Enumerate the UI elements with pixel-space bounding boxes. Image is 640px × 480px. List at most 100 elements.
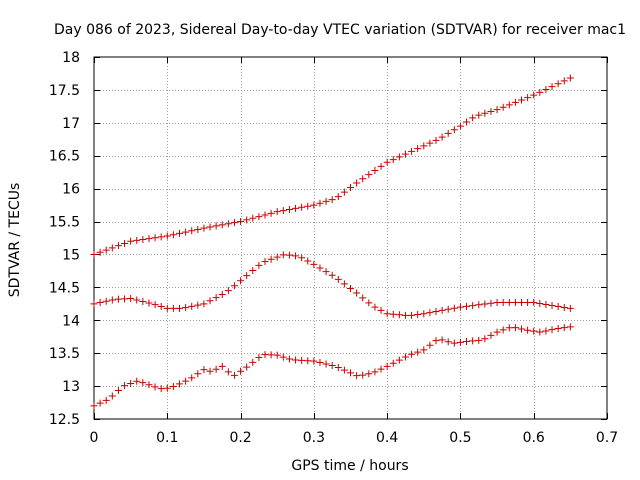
x-axis-label: GPS time / hours bbox=[291, 458, 408, 474]
y-tick-label: 16.5 bbox=[49, 149, 80, 165]
y-tick-label: 14 bbox=[62, 313, 80, 329]
data-point bbox=[121, 382, 129, 390]
data-point bbox=[554, 325, 562, 332]
data-point bbox=[285, 355, 293, 363]
data-point bbox=[347, 184, 354, 192]
data-point bbox=[292, 204, 300, 212]
data-point bbox=[249, 214, 257, 222]
data-point bbox=[542, 327, 550, 335]
data-point bbox=[444, 305, 452, 313]
data-point bbox=[463, 118, 471, 126]
data-point bbox=[90, 300, 98, 308]
data-point bbox=[444, 338, 452, 346]
data-point bbox=[194, 370, 202, 378]
data-point bbox=[438, 133, 446, 141]
data-point bbox=[328, 361, 336, 369]
data-point bbox=[334, 275, 342, 283]
data-point bbox=[499, 326, 507, 334]
data-point bbox=[481, 109, 489, 117]
data-point bbox=[243, 216, 251, 224]
data-point bbox=[560, 324, 568, 332]
data-point bbox=[542, 300, 550, 308]
data-point bbox=[511, 324, 519, 332]
x-tick-label: 0.5 bbox=[449, 430, 471, 446]
data-point bbox=[121, 239, 129, 247]
y-tick-label: 17 bbox=[62, 116, 80, 132]
data-point bbox=[90, 250, 98, 258]
data-point bbox=[518, 96, 525, 104]
data-point bbox=[298, 203, 306, 211]
data-point bbox=[469, 302, 477, 310]
data-point bbox=[456, 338, 464, 346]
data-point bbox=[127, 237, 135, 245]
data-point bbox=[359, 294, 367, 302]
data-point bbox=[450, 304, 458, 312]
data-point bbox=[456, 303, 464, 311]
data-point bbox=[340, 280, 348, 288]
data-point bbox=[249, 358, 257, 366]
data-point bbox=[566, 74, 574, 82]
data-point bbox=[420, 310, 428, 318]
data-point bbox=[163, 232, 171, 240]
data-point bbox=[230, 219, 238, 227]
data-point bbox=[218, 290, 226, 298]
data-point bbox=[505, 299, 513, 307]
x-tick-label: 0.2 bbox=[229, 430, 251, 446]
data-point bbox=[273, 253, 281, 261]
data-point bbox=[279, 207, 287, 215]
data-point bbox=[383, 362, 391, 370]
data-point bbox=[237, 367, 245, 375]
data-point bbox=[401, 353, 409, 361]
axis-ticks: 0 0.1 0.2 0.3 0.4 0.5 0.6 0.7 12.5 13 13.5 14 14.5 15… bbox=[49, 50, 618, 446]
x-tick-label: 0.4 bbox=[376, 430, 398, 446]
data-point bbox=[102, 396, 110, 404]
data-point bbox=[475, 301, 483, 309]
data-point bbox=[475, 336, 483, 344]
data-point bbox=[114, 242, 122, 250]
data-point bbox=[328, 271, 336, 279]
data-point bbox=[536, 299, 544, 307]
data-point bbox=[334, 193, 342, 201]
data-point bbox=[163, 384, 171, 392]
data-point bbox=[359, 371, 367, 379]
data-point bbox=[108, 244, 116, 252]
data-point bbox=[377, 162, 385, 170]
data-point bbox=[518, 325, 525, 333]
data-point bbox=[365, 370, 373, 378]
data-point bbox=[139, 236, 147, 244]
data-point bbox=[566, 304, 574, 312]
data-point bbox=[316, 359, 324, 367]
data-point bbox=[426, 139, 434, 147]
data-point bbox=[310, 357, 318, 365]
data-point bbox=[267, 351, 275, 359]
data-point bbox=[304, 257, 312, 265]
data-point bbox=[127, 379, 135, 387]
data-point bbox=[499, 103, 507, 111]
y-tick-label: 17.5 bbox=[49, 83, 80, 99]
data-point bbox=[316, 264, 324, 272]
data-point bbox=[438, 306, 446, 314]
data-point bbox=[340, 366, 348, 374]
data-point bbox=[224, 220, 232, 228]
data-point bbox=[133, 236, 141, 244]
data-point bbox=[414, 145, 422, 153]
data-point bbox=[463, 302, 471, 310]
y-tick-label: 14.5 bbox=[49, 280, 80, 296]
series-upper bbox=[90, 74, 574, 258]
data-point bbox=[499, 299, 507, 307]
data-point bbox=[322, 360, 330, 368]
data-point bbox=[261, 211, 269, 219]
data-point bbox=[365, 171, 373, 179]
data-point bbox=[114, 386, 122, 394]
data-point bbox=[554, 80, 562, 88]
y-tick-label: 12.5 bbox=[49, 412, 80, 428]
data-point bbox=[432, 136, 440, 144]
data-point bbox=[243, 363, 251, 371]
data-point bbox=[145, 381, 153, 389]
data-point bbox=[108, 392, 116, 400]
data-point bbox=[285, 205, 293, 213]
data-point bbox=[505, 101, 513, 109]
data-point bbox=[121, 295, 129, 303]
data-point bbox=[401, 311, 409, 319]
data-point bbox=[377, 306, 385, 314]
